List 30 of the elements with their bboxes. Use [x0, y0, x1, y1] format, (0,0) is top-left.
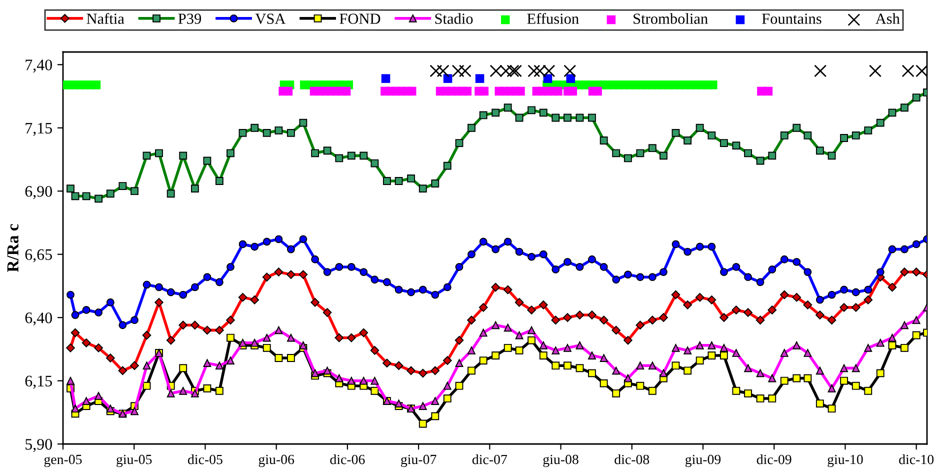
x-tick-label: dic-08 [614, 454, 650, 464]
x-tick-label: giu-05 [116, 454, 152, 468]
legend-label: Naftia [86, 13, 124, 24]
y-tick-label: 5,90 [26, 438, 52, 452]
x-tick-label: dic-05 [188, 454, 222, 464]
x-tick-label: dic-10 [899, 454, 934, 464]
x-tick-label: giu-08 [543, 454, 578, 468]
legend-label: Stadio [435, 13, 473, 24]
legend-label: P39 [178, 14, 202, 24]
y-tick-label: 6,90 [25, 186, 52, 200]
x-tick-label: giu-06 [258, 454, 294, 468]
y-tick-label: 6,15 [25, 376, 52, 389]
legend-label: Ash [875, 13, 900, 24]
x-tick-label: dic-07 [472, 454, 508, 464]
y-axis-title: R/Ra c [7, 224, 18, 272]
legend-label: Fountains [762, 14, 822, 24]
x-tick-label: dic-06 [330, 454, 365, 464]
x-tick-label: giu-09 [685, 454, 721, 468]
x-tick-label: dic-09 [756, 454, 792, 464]
y-tick-label: 6,65 [25, 249, 52, 262]
y-tick-label: 7,40 [26, 60, 52, 73]
x-tick-label: giu-07 [401, 454, 436, 468]
legend-label: Effusion [527, 13, 579, 24]
legend-label: VSA [255, 14, 286, 24]
y-tick-label: 7,15 [26, 122, 52, 136]
legend-label: Strombolian [634, 13, 708, 24]
x-tick-label: gen-05 [44, 454, 82, 468]
y-tick-label: 6,40 [25, 312, 52, 326]
x-tick-label: giu-10 [828, 454, 863, 468]
legend-label: FOND [340, 14, 380, 24]
